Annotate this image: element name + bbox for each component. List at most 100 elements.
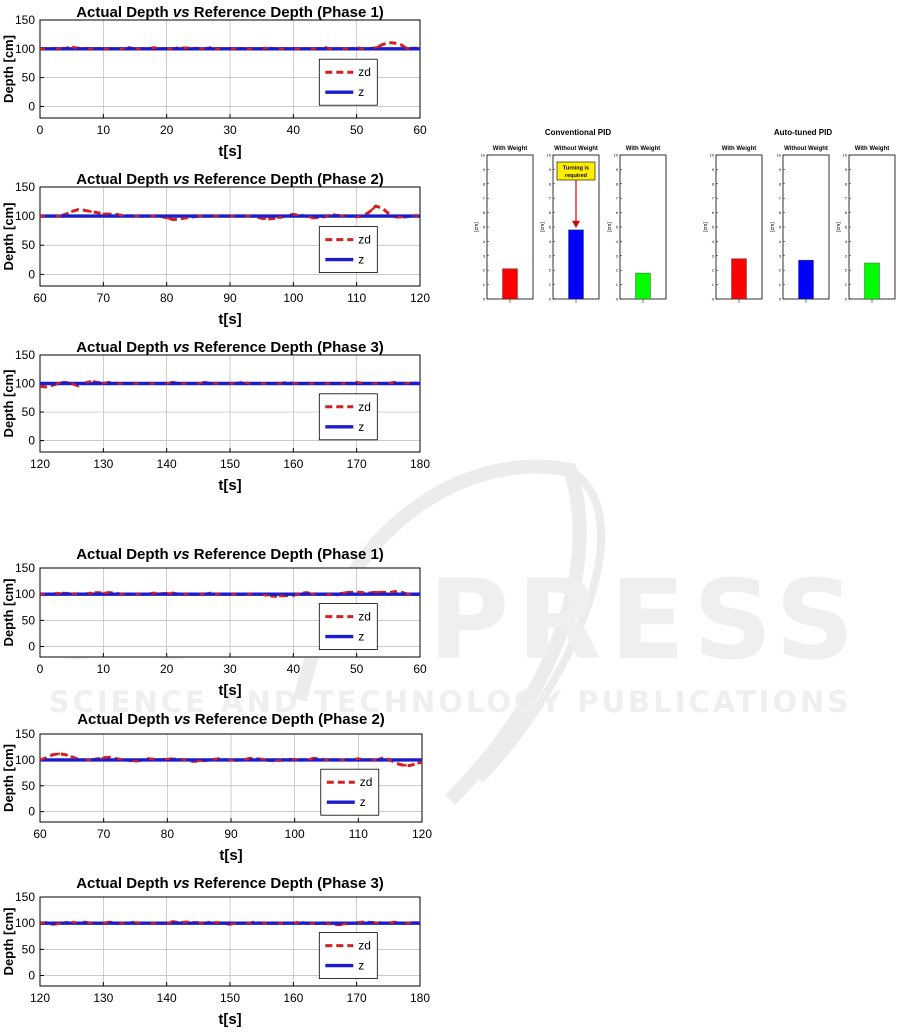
bar-panel-title: With Weight (493, 146, 528, 152)
bar-y-axis-label: [cm] (474, 222, 480, 232)
x-tick-label: 50 (350, 662, 364, 676)
y-tick-label: 100 (15, 587, 35, 601)
bar-y-tick-label: 0 (845, 297, 848, 302)
y-tick-label: 0 (28, 805, 35, 819)
x-tick-label: 180 (410, 457, 430, 471)
y-tick-label: 150 (15, 180, 35, 194)
bar-y-tick-label: 8 (712, 181, 715, 186)
legend: zd z (318, 393, 378, 441)
x-tick-label: 60 (413, 662, 427, 676)
bar-y-tick-label: 9 (779, 167, 782, 172)
legend-box (318, 603, 378, 650)
bar-y-tick-label: 4 (712, 239, 715, 244)
y-axis-label: Depth [cm] (1, 744, 16, 812)
x-axis-label: t[s] (218, 311, 241, 328)
watermark-swoosh-inner (477, 466, 606, 783)
bar-y-tick-label: 10 (614, 153, 619, 158)
bar-y-tick-label: 1 (845, 282, 848, 287)
y-tick-label: 150 (15, 348, 35, 362)
bar-y-tick-label: 3 (845, 253, 848, 258)
x-tick-label: 70 (97, 291, 111, 305)
bar-panel-1: With Weight 0 1 2 3 4 5 6 7 8 9 10 [cm] (474, 146, 534, 303)
legend-label-zd: zd (358, 939, 371, 953)
y-axis-label: Depth [cm] (1, 579, 16, 647)
bar-y-tick-label: 6 (712, 210, 715, 215)
x-tick-label: 0 (37, 662, 44, 676)
chart-title: Actual Depth vs Reference Depth (Phase 2… (76, 171, 384, 188)
x-tick-label: 60 (33, 827, 47, 841)
x-tick-label: 40 (287, 662, 301, 676)
bar-y-tick-label: 0 (483, 297, 486, 302)
bar-y-tick-label: 1 (779, 282, 782, 287)
bar-panel-3: With Weight 0 1 2 3 4 5 6 7 8 9 10 [cm] (836, 146, 896, 303)
x-tick-label: 120 (30, 457, 50, 471)
bar-panel-title: With Weight (626, 146, 661, 152)
legend-label-zd: zd (358, 610, 371, 624)
y-tick-label: 0 (28, 99, 35, 113)
bar-y-tick-label: 9 (549, 167, 552, 172)
bar-y-tick-label: 0 (779, 297, 782, 302)
legend-label-zd: zd (358, 65, 371, 79)
x-axis-label: t[s] (218, 477, 241, 494)
bar-y-tick-label: 3 (712, 253, 715, 258)
bar-y-tick-label: 2 (845, 268, 848, 273)
callout-text-line-1: Turning is (563, 166, 589, 172)
bar-y-tick-label: 2 (616, 268, 619, 273)
bar-y-tick-label: 9 (616, 167, 619, 172)
bar-y-tick-label: 1 (549, 282, 552, 287)
x-tick-label: 10 (97, 662, 111, 676)
x-tick-label: 130 (93, 991, 113, 1005)
bar-y-axis-label: [cm] (703, 222, 709, 232)
bar-y-tick-label: 6 (779, 210, 782, 215)
legend-label-z: z (358, 420, 364, 434)
legend: zd z (318, 58, 378, 106)
legend: zd z (318, 226, 378, 274)
x-tick-label: 60 (413, 123, 427, 137)
bar-y-tick-label: 3 (549, 253, 552, 258)
bar-y-tick-label: 10 (777, 153, 782, 158)
x-axis-label: t[s] (218, 1011, 241, 1028)
x-tick-label: 60 (33, 291, 47, 305)
y-axis-label: Depth [cm] (1, 35, 16, 103)
bar-y-axis-label: [cm] (607, 222, 613, 232)
x-tick-label: 100 (285, 827, 305, 841)
y-tick-label: 150 (15, 727, 35, 741)
bar-y-tick-label: 7 (549, 196, 552, 201)
series-line-zd-overlay (40, 204, 420, 221)
bar-y-tick-label: 9 (712, 167, 715, 172)
line-chart-5: Actual Depth vs Reference Depth (Phase 2… (1, 711, 432, 864)
x-axis-label: t[s] (219, 847, 242, 864)
x-tick-label: 70 (97, 827, 111, 841)
bar-y-axis-label: [cm] (540, 222, 546, 232)
bar-green (864, 262, 880, 300)
bar-panel-2: Without Weight 0 1 2 3 4 5 6 7 8 9 10 [cm] (770, 146, 830, 303)
bar-panel-2: Without Weight 0 1 2 3 4 5 6 7 8 9 10 [cm] Turning is… (540, 146, 600, 303)
bar-panel-title: Without Weight (784, 146, 828, 152)
bar-y-tick-label: 5 (779, 225, 782, 230)
y-tick-label: 100 (15, 753, 35, 767)
y-tick-label: 0 (28, 969, 35, 983)
bar-y-tick-label: 8 (779, 181, 782, 186)
bar-panel-title: Without Weight (554, 146, 598, 152)
bar-y-tick-label: 3 (779, 253, 782, 258)
x-tick-label: 120 (30, 991, 50, 1005)
legend-label-z: z (360, 795, 366, 809)
bar-y-tick-label: 0 (616, 297, 619, 302)
y-tick-label: 50 (22, 238, 36, 252)
legend-label-zd: zd (358, 233, 371, 247)
bar-y-tick-label: 0 (712, 297, 715, 302)
bar-panel-title: With Weight (855, 146, 890, 152)
bar-y-tick-label: 7 (845, 196, 848, 201)
chart-title: Actual Depth vs Reference Depth (Phase 3… (76, 339, 384, 356)
bar-y-tick-label: 8 (845, 181, 848, 186)
line-chart-4: Actual Depth vs Reference Depth (Phase 1… (1, 546, 427, 699)
legend-label-z: z (358, 85, 364, 99)
bar-y-tick-label: 5 (483, 225, 486, 230)
bar-y-tick-label: 1 (483, 282, 486, 287)
bar-y-tick-label: 10 (547, 153, 552, 158)
legend-label-z: z (358, 630, 364, 644)
bar-y-tick-label: 5 (712, 225, 715, 230)
y-tick-label: 0 (28, 267, 35, 281)
